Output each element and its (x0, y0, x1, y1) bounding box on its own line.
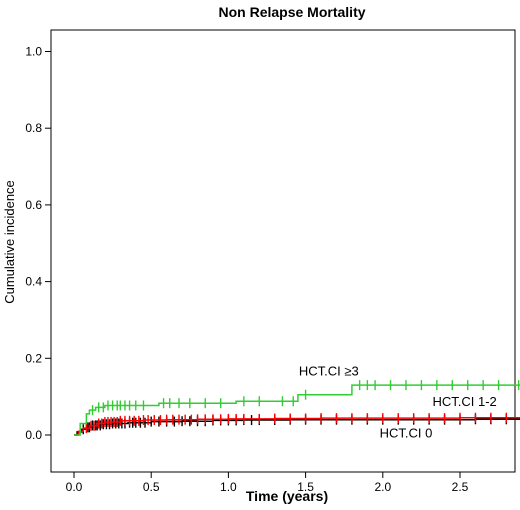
chart-title: Non Relapse Mortality (218, 4, 365, 20)
series-layer (74, 380, 520, 436)
y-tick-label: 0.0 (25, 428, 42, 442)
y-tick-label: 0.8 (25, 121, 42, 135)
x-tick-label: 0.5 (143, 480, 160, 494)
series-annotation: HCT.CI 0 (380, 426, 433, 441)
annotations: HCT.CI ≥3 HCT.CI 1-2 HCT.CI 0 (299, 364, 497, 441)
y-tick-label: 0.6 (25, 198, 42, 212)
x-tick-label: 1.5 (297, 480, 314, 494)
x-tick-label: 2.0 (374, 480, 391, 494)
series-hctci-3-plus (74, 380, 520, 436)
y-axis-label: Cumulative incidence (2, 180, 17, 304)
y-tick-label: 0.4 (25, 275, 42, 289)
x-tick-label: 1.0 (220, 480, 237, 494)
plot-frame (50, 29, 516, 473)
x-tick-label: 0.0 (66, 480, 83, 494)
series-hctci-1-2 (74, 412, 520, 436)
axes: 0.00.51.01.52.02.53.00.00.20.40.60.81.0 (25, 29, 516, 494)
y-tick-label: 1.0 (25, 45, 42, 59)
series-annotation: HCT.CI ≥3 (299, 364, 359, 379)
x-tick-label: 2.5 (452, 480, 469, 494)
series-line (74, 416, 520, 436)
series-annotation: HCT.CI 1-2 (432, 394, 496, 409)
y-tick-label: 0.2 (25, 351, 42, 365)
x-axis-label: Time (years) (246, 488, 328, 504)
